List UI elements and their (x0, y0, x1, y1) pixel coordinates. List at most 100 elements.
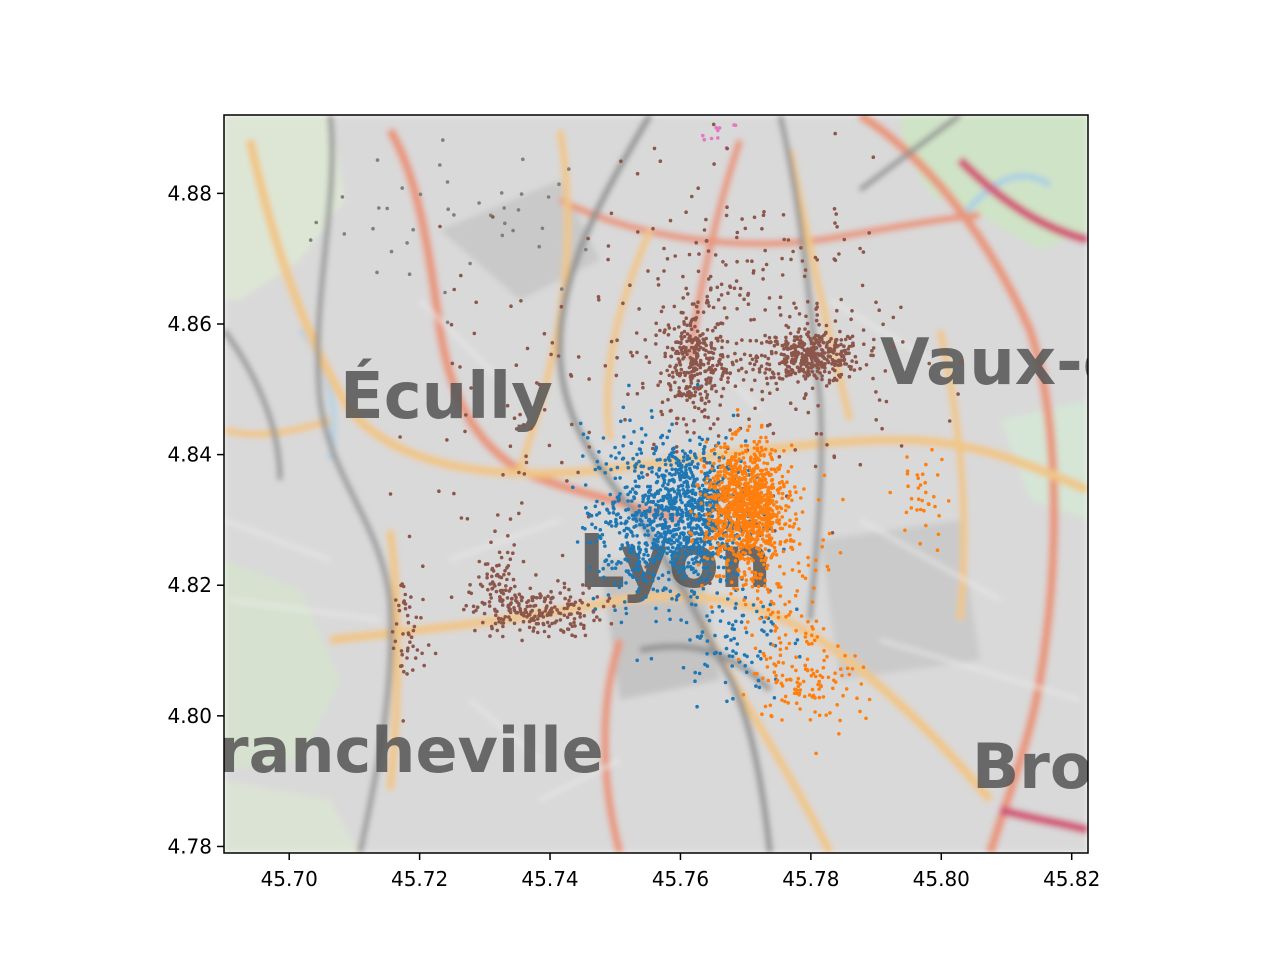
data-point-brown (839, 363, 843, 367)
data-point-blue (734, 651, 738, 655)
data-point-brown (561, 630, 566, 634)
data-point-brown (797, 312, 802, 316)
data-point-blue (666, 482, 670, 487)
data-point-brown (821, 340, 826, 345)
data-point-orange (713, 528, 718, 532)
data-point-orange (753, 507, 758, 512)
data-point-blue (661, 483, 665, 488)
data-point-blue (646, 571, 650, 575)
data-point-pink (716, 136, 720, 140)
data-point-orange (726, 458, 731, 463)
data-point-blue (668, 549, 673, 554)
data-point-orange (726, 509, 731, 513)
data-point-orange (837, 732, 841, 736)
data-point-blue (665, 525, 669, 530)
data-point-brown (754, 359, 759, 364)
data-point-orange (789, 678, 793, 682)
data-point-blue (694, 569, 698, 573)
data-point-blue (697, 548, 701, 553)
data-point-orange (750, 633, 754, 637)
data-point-brown (640, 381, 645, 386)
data-point-brown (662, 269, 666, 273)
data-point-brown (494, 589, 499, 594)
data-point-blue (595, 499, 599, 504)
data-point-brown (849, 317, 853, 322)
data-point-blue (590, 522, 594, 527)
data-point-brown (502, 572, 506, 577)
data-point-brown (521, 619, 526, 624)
data-point-brown (587, 586, 591, 590)
data-point-orange (766, 678, 771, 683)
data-point-brown (782, 353, 787, 357)
data-point-brown (485, 572, 490, 576)
data-point-blue (637, 447, 642, 451)
data-point-orange (810, 695, 815, 699)
data-point-blue (619, 620, 624, 625)
data-point-orange (747, 424, 752, 429)
data-point-brown (738, 286, 743, 291)
data-point-brown (732, 286, 737, 291)
data-point-brown (692, 349, 697, 353)
data-point-brown (394, 598, 398, 602)
data-point-orange (784, 646, 789, 650)
data-point-orange (904, 510, 909, 515)
data-point-blue (652, 561, 656, 565)
data-point-brown (656, 383, 660, 388)
data-point-blue (717, 456, 722, 460)
data-point-orange (799, 496, 803, 500)
data-point-orange (735, 459, 739, 464)
data-point-brown (692, 386, 696, 391)
data-point-brown (763, 354, 767, 359)
data-point-orange (810, 633, 814, 638)
data-point-brown (700, 409, 704, 414)
data-point-brown (740, 366, 744, 371)
data-point-brown (464, 603, 469, 608)
data-point-brown (654, 321, 658, 326)
data-point-orange (791, 539, 796, 543)
data-point-brown (559, 304, 564, 309)
data-point-orange (745, 543, 750, 547)
data-point-brown (405, 649, 410, 653)
data-point-blue (708, 461, 712, 465)
data-point-orange (711, 557, 715, 561)
data-point-brown (810, 369, 815, 374)
data-point-brown (644, 355, 649, 359)
data-point-brown (815, 376, 819, 381)
data-point-brown (581, 591, 585, 596)
data-point-brown (800, 259, 805, 263)
data-point-blue (707, 572, 712, 576)
data-point-orange (742, 522, 747, 526)
data-point-brown (531, 616, 535, 621)
data-point-brown (660, 400, 665, 405)
data-point-brown (393, 639, 398, 644)
data-point-orange (765, 587, 770, 592)
data-point-brown (688, 384, 692, 389)
data-point-brown (959, 359, 963, 364)
data-point-brown (630, 354, 635, 358)
data-point-orange (815, 669, 819, 674)
data-point-brown (741, 378, 746, 382)
data-point-orange (735, 587, 740, 592)
data-point-blue (739, 620, 744, 624)
data-point-orange (740, 489, 744, 493)
data-point-brown (734, 341, 739, 346)
data-point-brown (742, 352, 747, 357)
data-point-brown (822, 369, 827, 374)
data-point-orange (780, 698, 784, 702)
data-point-orange (794, 655, 798, 659)
data-point-brown (511, 551, 515, 555)
data-point-orange (741, 538, 746, 542)
data-point-blue (628, 490, 633, 494)
data-point-blue (654, 533, 658, 538)
data-point-blue (693, 491, 698, 496)
data-point-brown (768, 340, 773, 344)
data-point-orange (718, 473, 722, 478)
data-point-brown (722, 306, 727, 310)
data-point-brown (685, 352, 689, 357)
data-point-orange (742, 598, 746, 602)
data-point-blue (702, 478, 706, 482)
data-point-brown (567, 598, 571, 603)
data-point-blue (601, 501, 605, 506)
data-point-orange (730, 437, 734, 441)
data-point-blue (727, 654, 732, 658)
